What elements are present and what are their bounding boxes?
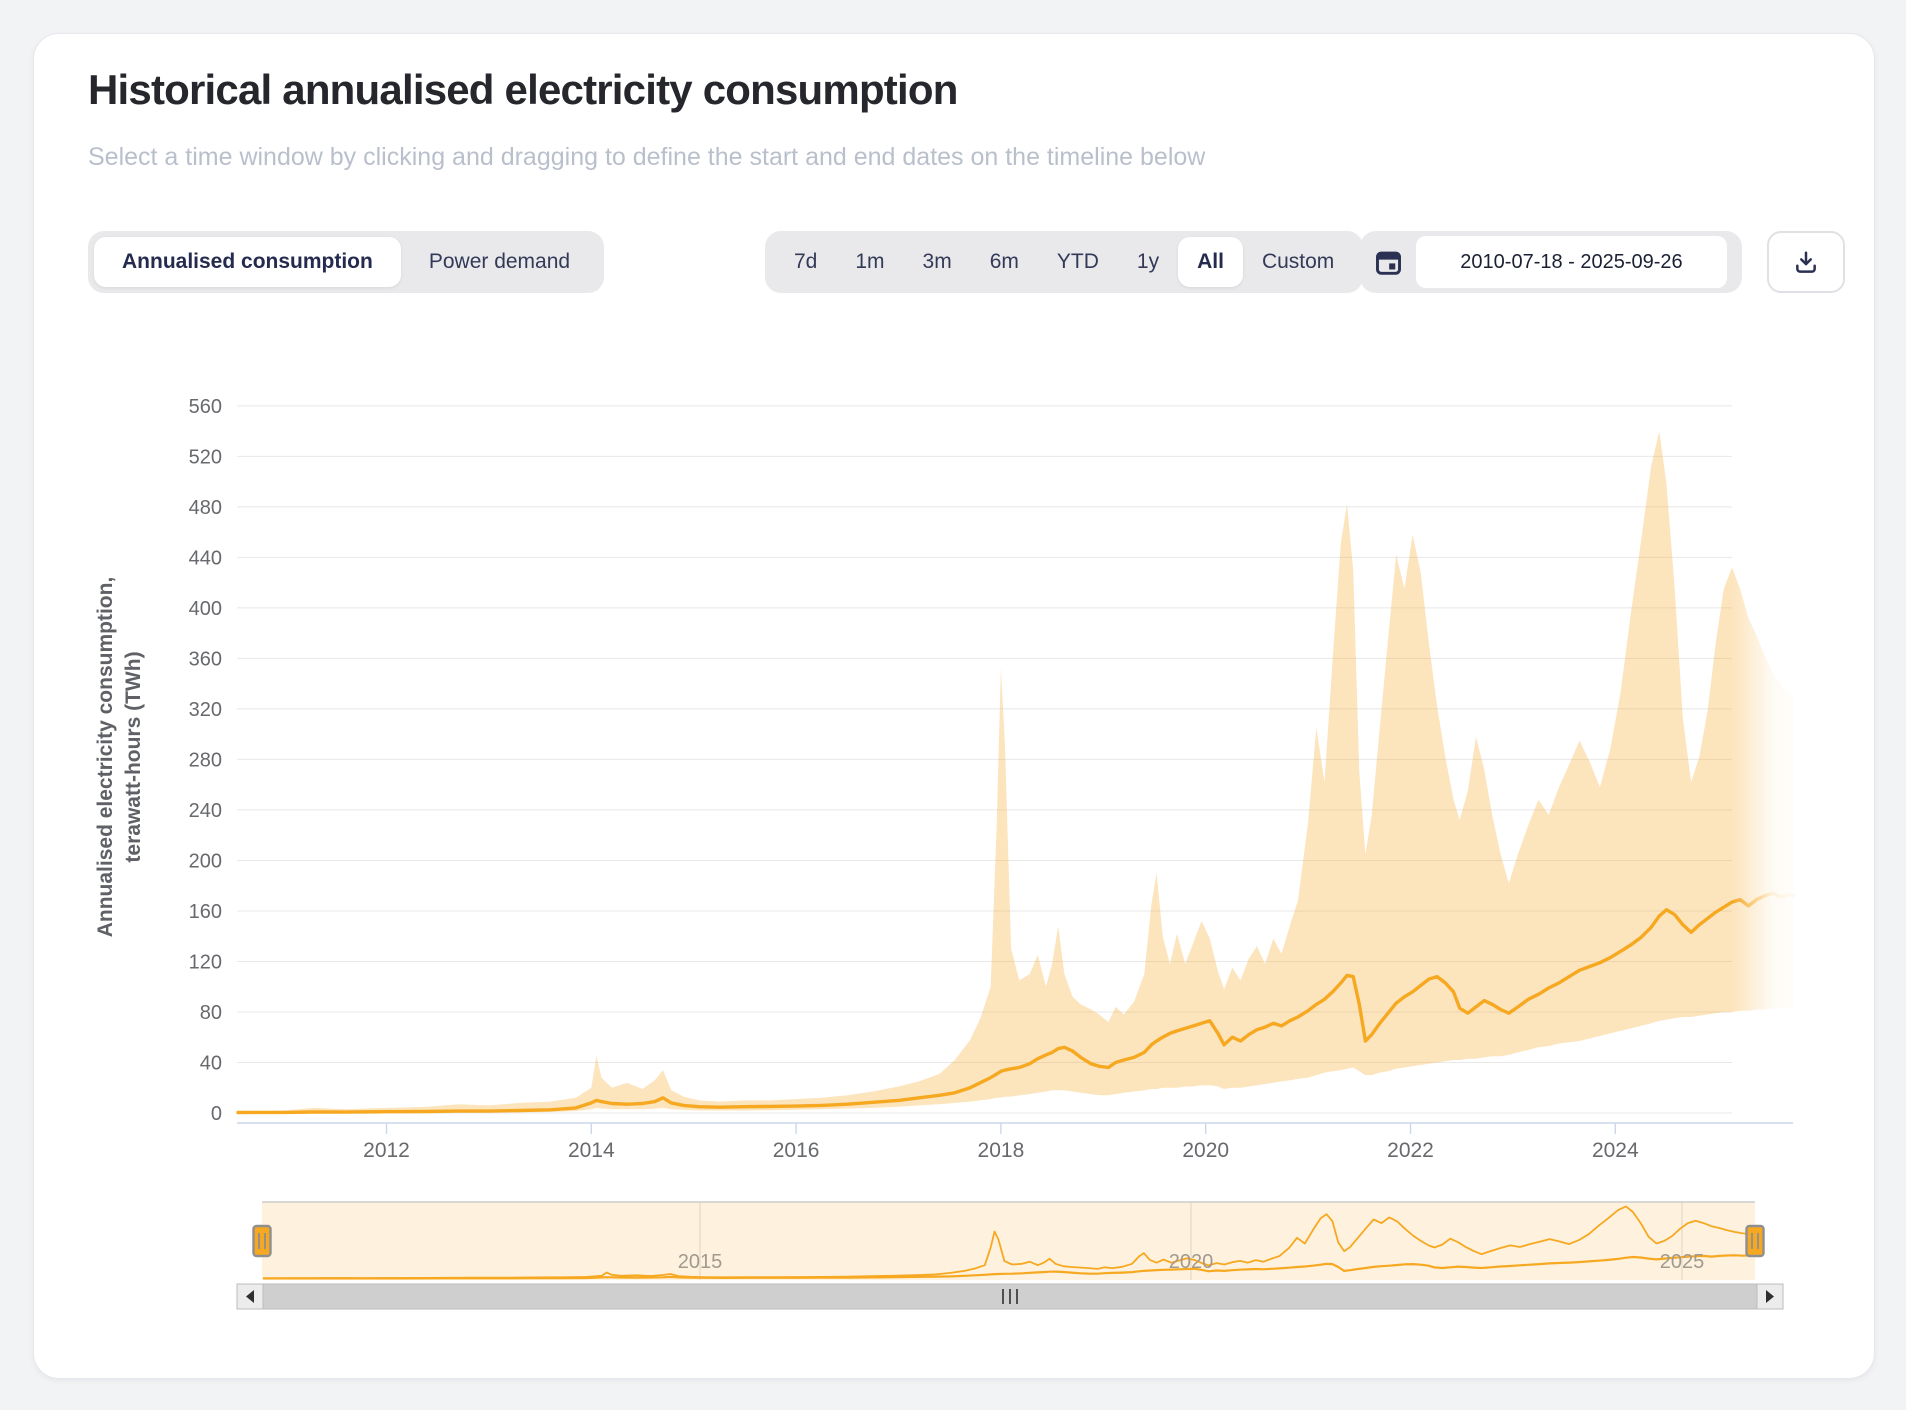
range-button-1m[interactable]: 1m	[836, 237, 903, 287]
range-button-all[interactable]: All	[1178, 237, 1243, 287]
scrollbar-right-button[interactable]	[1756, 1283, 1784, 1310]
toggle-option-power-demand[interactable]: Power demand	[401, 237, 598, 287]
series-toggle: Annualised consumption Power demand	[88, 231, 605, 293]
scrollbar	[236, 1283, 1784, 1310]
page-subtitle: Select a time window by clicking and dra…	[88, 143, 1206, 171]
scrollbar-left-button[interactable]	[236, 1283, 264, 1310]
range-button-custom[interactable]: Custom	[1243, 237, 1353, 287]
navigator: 2015 2020 2025	[252, 1201, 1765, 1280]
calendar-icon	[1375, 249, 1402, 276]
range-button-3m[interactable]: 3m	[904, 237, 971, 287]
date-range-input[interactable]	[1416, 236, 1727, 288]
download-icon	[1793, 249, 1819, 275]
range-button-7d[interactable]: 7d	[775, 237, 836, 287]
navigator-handle-right[interactable]	[1745, 1224, 1765, 1258]
scroll-left-arrow-icon	[246, 1290, 254, 1303]
range-button-1y[interactable]: 1y	[1118, 237, 1178, 287]
navigator-handle-left[interactable]	[252, 1224, 272, 1258]
plot-area[interactable]	[237, 390, 1793, 1123]
range-selector: 7d 1m 3m 6m YTD 1y All Custom	[765, 231, 1364, 293]
navigator-selected-range[interactable]	[262, 1202, 1755, 1280]
date-range-picker	[1360, 231, 1742, 293]
download-button[interactable]	[1767, 231, 1845, 293]
range-button-6m[interactable]: 6m	[971, 237, 1038, 287]
toggle-option-annualised-consumption[interactable]: Annualised consumption	[94, 237, 401, 287]
scroll-right-arrow-icon	[1766, 1290, 1774, 1303]
range-button-ytd[interactable]: YTD	[1038, 237, 1118, 287]
scrollbar-grip[interactable]	[1002, 1289, 1018, 1304]
page-title: Historical annualised electricity consum…	[88, 66, 958, 113]
